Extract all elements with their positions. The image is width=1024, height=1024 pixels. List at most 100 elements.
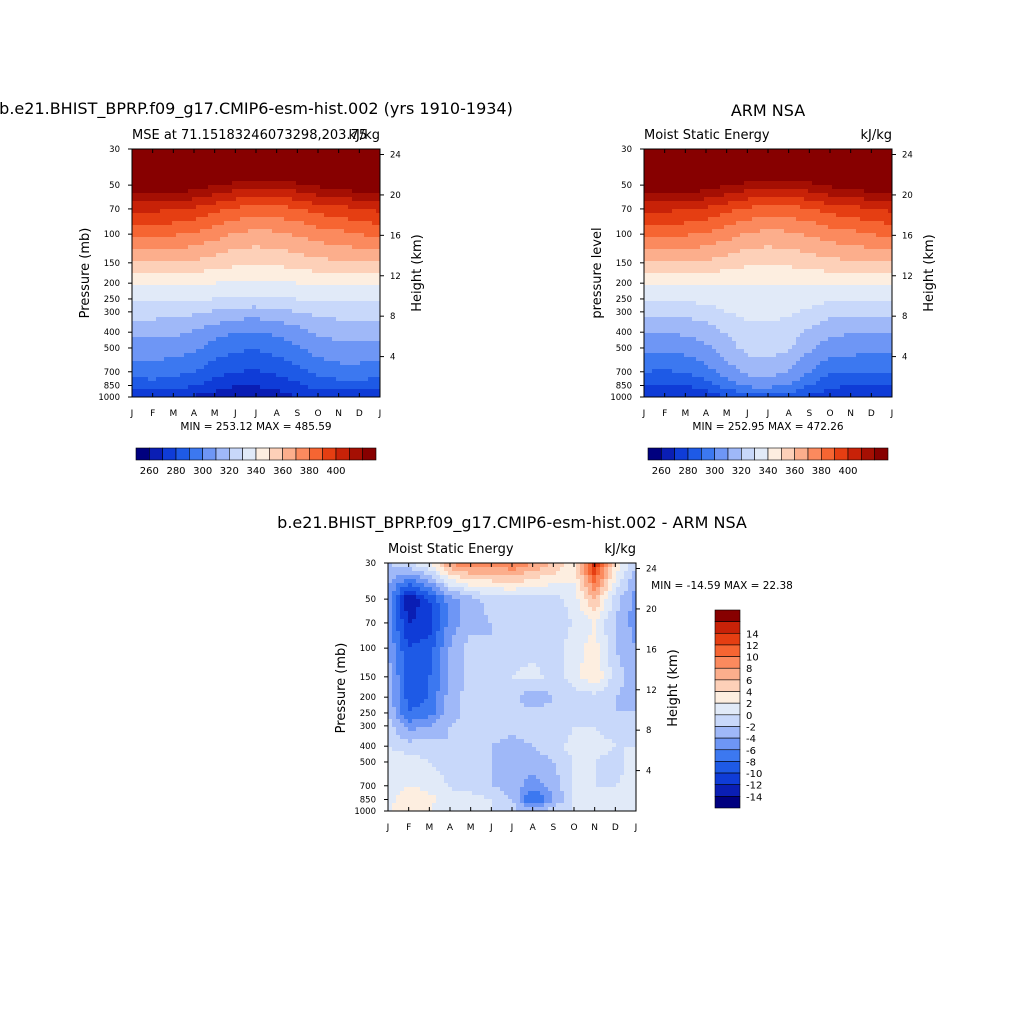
contour-cell: [188, 285, 193, 290]
contour-cell: [236, 293, 241, 298]
contour-cell: [780, 205, 785, 210]
contour-cell: [308, 353, 313, 358]
contour-cell: [176, 157, 181, 162]
contour-cell: [188, 281, 193, 286]
contour-cell: [192, 321, 197, 326]
contour-cell: [260, 177, 265, 182]
contour-cell: [156, 257, 161, 262]
contour-cell: [368, 389, 373, 394]
contour-cell: [292, 289, 297, 294]
contour-cell: [224, 289, 229, 294]
contour-cell: [840, 173, 845, 178]
contour-cell: [288, 293, 293, 298]
contour-cell: [296, 233, 301, 238]
contour-cell: [136, 361, 141, 366]
contour-cell: [336, 353, 341, 358]
pressure-tick-label: 50: [109, 181, 120, 191]
contour-cell: [256, 177, 261, 182]
contour-cell: [212, 209, 217, 214]
contour-cell: [284, 185, 289, 190]
contour-cell: [712, 165, 717, 170]
contour-cell: [144, 229, 149, 234]
contour-cell: [324, 205, 329, 210]
contour-cell: [668, 209, 673, 214]
contour-cell: [732, 193, 737, 198]
contour-cell: [844, 201, 849, 206]
contour-cell: [292, 381, 297, 386]
contour-cell: [252, 153, 257, 158]
contour-cell: [368, 213, 373, 218]
contour-cell: [304, 325, 309, 330]
contour-cell: [160, 181, 165, 186]
contour-cell: [200, 229, 205, 234]
contour-cell: [132, 285, 137, 290]
contour-cell: [228, 337, 233, 342]
contour-cell: [704, 173, 709, 178]
contour-cell: [204, 285, 209, 290]
contour-cell: [368, 193, 373, 198]
contour-cell: [276, 369, 281, 374]
contour-cell: [136, 217, 141, 222]
contour-cell: [184, 225, 189, 230]
contour-cell: [324, 329, 329, 334]
contour-cell: [172, 237, 177, 242]
contour-cell: [320, 249, 325, 254]
contour-cell: [268, 173, 273, 178]
contour-cell: [308, 245, 313, 250]
contour-cell: [240, 229, 245, 234]
contour-cell: [176, 277, 181, 282]
contour-cell: [256, 349, 261, 354]
contour-cell: [776, 161, 781, 166]
contour-cell: [156, 201, 161, 206]
contour-cell: [696, 173, 701, 178]
contour-cell: [264, 305, 269, 310]
contour-cell: [372, 217, 377, 222]
contour-cell: [224, 209, 229, 214]
contour-cell: [208, 301, 213, 306]
contour-cell: [180, 337, 185, 342]
contour-cell: [792, 169, 797, 174]
contour-cell: [256, 209, 261, 214]
contour-cell: [356, 273, 361, 278]
contour-cell: [368, 257, 373, 262]
contour-cell: [252, 365, 257, 370]
contour-cell: [368, 341, 373, 346]
contour-cell: [752, 213, 757, 218]
contour-cell: [200, 261, 205, 266]
contour-cell: [192, 257, 197, 262]
contour-cell: [732, 181, 737, 186]
contour-cell: [720, 177, 725, 182]
contour-cell: [244, 345, 249, 350]
contour-cell: [224, 313, 229, 318]
contour-cell: [272, 177, 277, 182]
contour-cell: [332, 209, 337, 214]
contour-cell: [312, 277, 317, 282]
contour-cell: [252, 329, 257, 334]
contour-cell: [288, 201, 293, 206]
contour-cell: [352, 217, 357, 222]
contour-cell: [332, 237, 337, 242]
contour-cell: [140, 373, 145, 378]
contour-cell: [132, 373, 137, 378]
contour-cell: [316, 385, 321, 390]
contour-cell: [264, 205, 269, 210]
contour-cell: [244, 153, 249, 158]
contour-cell: [216, 181, 221, 186]
contour-cell: [280, 381, 285, 386]
contour-cell: [276, 329, 281, 334]
contour-cell: [152, 373, 157, 378]
contour-cell: [180, 281, 185, 286]
contour-cell: [136, 245, 141, 250]
contour-cell: [376, 265, 381, 270]
contour-cell: [232, 221, 237, 226]
contour-cell: [252, 309, 257, 314]
contour-cell: [140, 357, 145, 362]
contour-cell: [312, 269, 317, 274]
contour-cell: [132, 177, 137, 182]
contour-cell: [336, 293, 341, 298]
contour-cell: [300, 185, 305, 190]
contour-cell: [868, 205, 873, 210]
contour-cell: [656, 165, 661, 170]
contour-cell: [676, 165, 681, 170]
contour-cell: [248, 357, 253, 362]
